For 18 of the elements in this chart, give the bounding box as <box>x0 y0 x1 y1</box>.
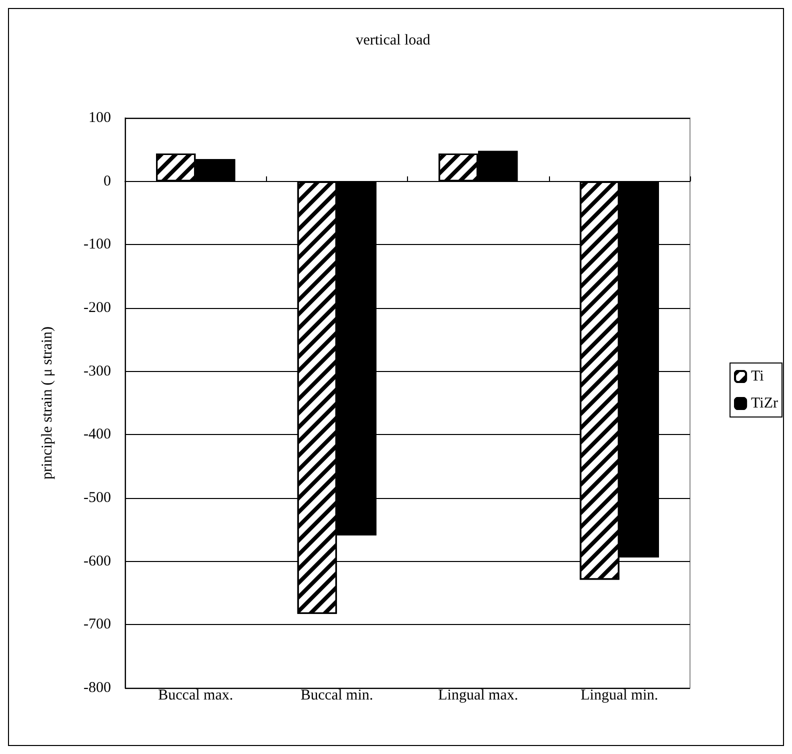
x-tick-label: Buccal max. <box>158 688 234 704</box>
legend-label: Ti <box>751 368 764 384</box>
y-tick-label: 100 <box>88 110 111 126</box>
y-tick-label: -700 <box>84 616 111 633</box>
y-tick-label: -500 <box>84 490 111 506</box>
y-axis-title: principle strain ( μ strain) <box>40 326 56 480</box>
chart-title: vertical load <box>356 32 431 48</box>
x-tick-label: Lingual max. <box>438 688 518 704</box>
legend-label: TiZr <box>751 396 778 412</box>
x-tick-label: Lingual min. <box>580 688 658 704</box>
y-tick-label: 0 <box>104 173 111 190</box>
y-tick-label: -400 <box>84 426 111 443</box>
y-tick-label: -600 <box>84 553 111 570</box>
x-tick-label: Buccal min. <box>300 688 374 704</box>
y-tick-label: -300 <box>84 363 111 380</box>
y-tick-label: -100 <box>84 236 111 253</box>
y-tick-label: -800 <box>84 680 111 696</box>
y-tick-label: -200 <box>84 300 111 316</box>
